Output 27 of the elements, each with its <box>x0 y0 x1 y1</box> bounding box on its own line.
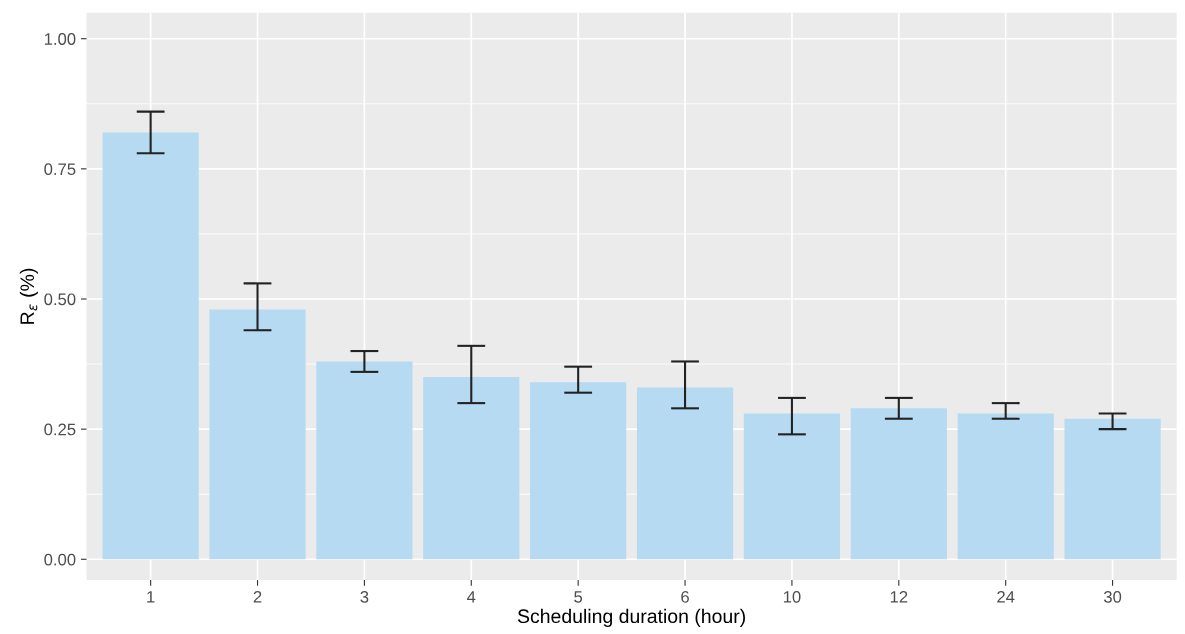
x-tick-label: 3 <box>360 590 369 603</box>
x-tick-label: 24 <box>997 590 1015 603</box>
x-tick-label: 2 <box>253 590 262 603</box>
x-tick-label: 4 <box>467 591 476 603</box>
bar <box>423 377 520 560</box>
bar <box>530 382 627 560</box>
y-tick-label: 0.75 <box>44 163 76 176</box>
bar <box>102 132 199 560</box>
y-tick-label: 0.00 <box>44 553 76 566</box>
y-tick-label: 1.00 <box>44 33 76 45</box>
x-tick-label: 10 <box>783 590 801 603</box>
bar <box>316 361 413 560</box>
bar <box>850 408 947 560</box>
bar <box>209 309 306 560</box>
x-axis-title: Scheduling duration (hour) <box>517 608 745 627</box>
x-tick-label: 5 <box>574 591 583 603</box>
y-tick-label: 0.25 <box>44 423 76 436</box>
y-axis-title: R$_{ε}$ (%) <box>19 268 38 324</box>
x-tick-label: 1 <box>147 591 155 603</box>
x-tick-label: 30 <box>1103 590 1122 603</box>
bar <box>957 413 1054 560</box>
x-tick-label: 12 <box>890 590 908 603</box>
bar <box>636 387 734 560</box>
x-tick-label: 6 <box>681 590 689 603</box>
bar <box>743 413 841 560</box>
y-tick-label: 0.50 <box>44 293 76 306</box>
bar <box>1064 418 1161 560</box>
